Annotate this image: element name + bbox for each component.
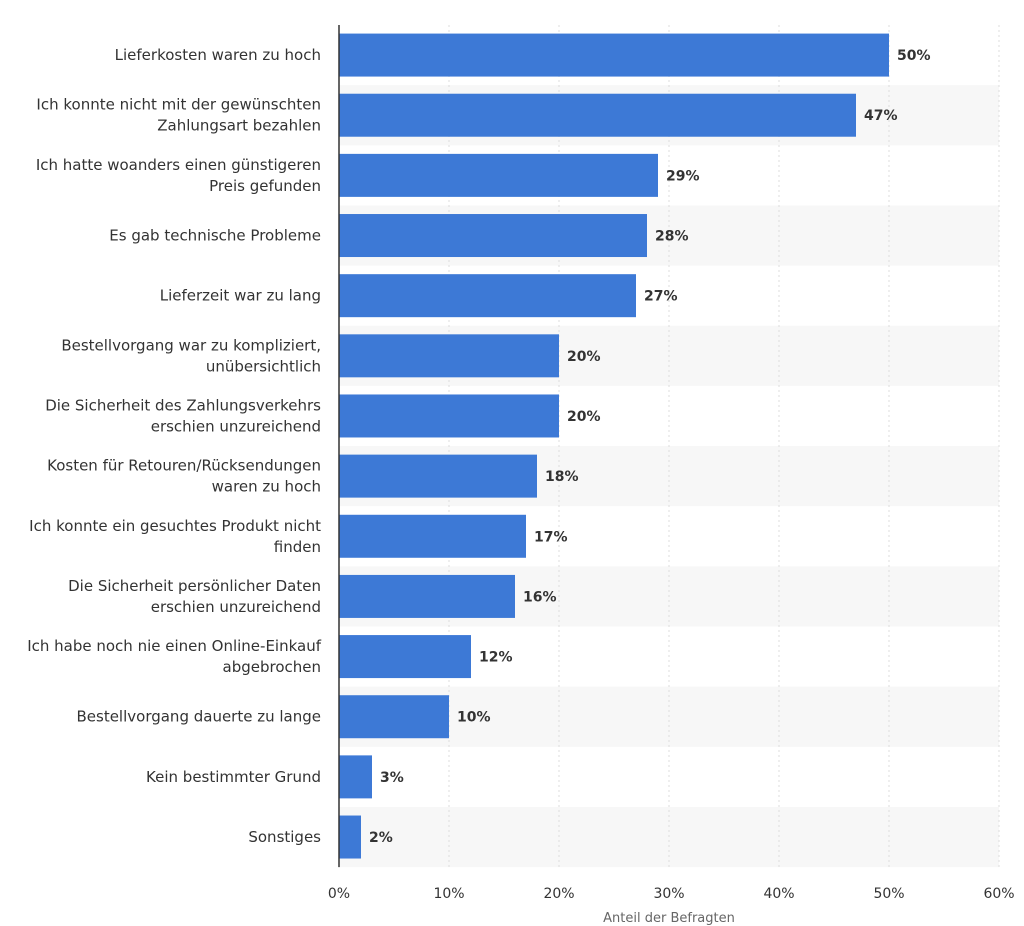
category-label: Die Sicherheit des Zahlungsverkehrs ersch…	[45, 396, 321, 435]
category-label: Ich hatte woanders einen günstigeren Prei…	[36, 156, 321, 195]
bar[interactable]	[339, 454, 537, 498]
bar[interactable]	[339, 274, 636, 318]
category-label: Lieferzeit war zu lang	[160, 287, 321, 305]
x-tick-label: 0%	[328, 886, 350, 902]
category-label: Bestellvorgang dauerte zu lange	[76, 708, 321, 726]
data-label: 3%	[380, 770, 404, 786]
data-label: 29%	[666, 168, 700, 184]
data-label: 27%	[644, 289, 678, 305]
data-label: 47%	[864, 108, 898, 124]
x-tick-label: 60%	[983, 886, 1014, 902]
data-label: 16%	[523, 589, 557, 605]
x-tick-label: 30%	[653, 886, 684, 902]
x-tick-label: 50%	[873, 886, 904, 902]
bars	[339, 33, 889, 859]
category-labels: Lieferkosten waren zu hoch Ich konnte nic…	[27, 46, 322, 846]
data-label: 12%	[479, 650, 513, 666]
bar[interactable]	[339, 33, 889, 77]
bar[interactable]	[339, 334, 559, 378]
category-label: Ich habe noch nie einen Online-Einkauf ab…	[27, 637, 322, 676]
x-tick-labels: 0% 10% 20% 30% 40% 50% 60%	[328, 886, 1015, 902]
category-label: Es gab technische Probleme	[109, 227, 321, 245]
data-label: 10%	[457, 710, 491, 726]
data-label: 28%	[655, 229, 689, 245]
x-tick-label: 10%	[433, 886, 464, 902]
data-label: 20%	[567, 409, 601, 425]
data-label: 17%	[534, 529, 568, 545]
bar[interactable]	[339, 153, 658, 197]
x-tick-label: 40%	[763, 886, 794, 902]
bar[interactable]	[339, 574, 515, 618]
bar[interactable]	[339, 93, 856, 137]
bar[interactable]	[339, 214, 647, 258]
category-label: Kosten für Retouren/Rücksendungen waren z…	[47, 457, 321, 496]
category-label: Die Sicherheit persönlicher Daten erschie…	[68, 577, 321, 616]
category-label: Sonstiges	[248, 828, 321, 846]
bar[interactable]	[339, 695, 449, 739]
category-label: Ich konnte ein gesuchtes Produkt nicht fi…	[29, 517, 321, 556]
x-tick-label: 20%	[543, 886, 574, 902]
value-labels: 50% 47% 29% 28% 27% 20% 20% 18% 17% 16% 12% 10% 3% 2%	[369, 48, 931, 846]
bar[interactable]	[339, 394, 559, 438]
bar[interactable]	[339, 514, 526, 558]
data-label: 2%	[369, 830, 393, 846]
category-label: Kein bestimmter Grund	[146, 768, 321, 786]
x-axis-title: Anteil der Befragten	[603, 911, 735, 926]
bar[interactable]	[339, 755, 372, 799]
data-label: 50%	[897, 48, 931, 64]
category-label: Bestellvorgang war zu kompliziert, unüber…	[61, 336, 321, 375]
bar[interactable]	[339, 815, 361, 859]
category-label: Ich konnte nicht mit der gewünschten Zahl…	[36, 96, 321, 135]
category-label: Lieferkosten waren zu hoch	[115, 46, 321, 64]
data-label: 18%	[545, 469, 579, 485]
bar[interactable]	[339, 635, 471, 679]
data-label: 20%	[567, 349, 601, 365]
